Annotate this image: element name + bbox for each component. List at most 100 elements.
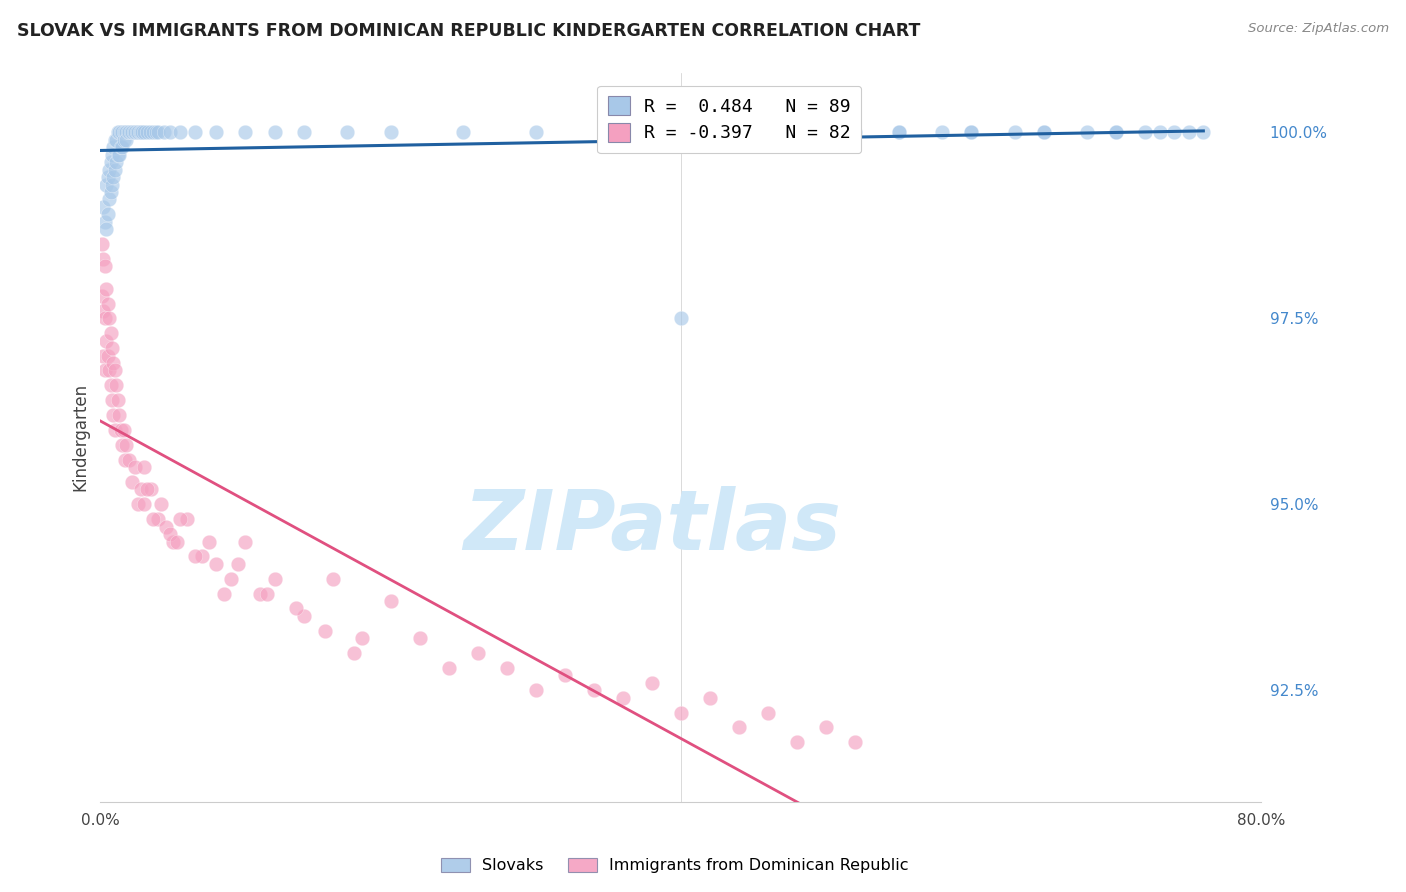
Point: [115, 133, 138, 147]
Point: [495, 661, 517, 675]
Point: [205, 557, 228, 571]
Text: SLOVAK VS IMMIGRANTS FROM DOMINICAN REPUBLIC KINDERGARTEN CORRELATION CHART: SLOVAK VS IMMIGRANTS FROM DOMINICAN REPU…: [17, 22, 921, 40]
Point: [100, 155, 122, 169]
Point: [814, 126, 837, 140]
Point: [159, 527, 181, 541]
Point: [198, 534, 221, 549]
Point: [641, 126, 664, 140]
Point: [97, 349, 120, 363]
Point: [110, 423, 132, 437]
Point: [98, 193, 121, 207]
Point: [183, 126, 205, 140]
Point: [91, 304, 114, 318]
Point: [467, 646, 489, 660]
Point: [112, 133, 135, 147]
Point: [256, 586, 278, 600]
Point: [118, 126, 141, 140]
Point: [105, 155, 128, 169]
Point: [104, 133, 127, 147]
Point: [110, 126, 132, 140]
Point: [699, 126, 721, 140]
Point: [166, 534, 188, 549]
Point: [162, 534, 184, 549]
Point: [1032, 126, 1054, 140]
Point: [263, 572, 285, 586]
Point: [887, 126, 910, 140]
Point: [115, 438, 138, 452]
Point: [108, 148, 131, 162]
Point: [101, 341, 124, 355]
Point: [121, 126, 143, 140]
Point: [669, 706, 692, 720]
Point: [104, 162, 127, 177]
Point: [742, 126, 765, 140]
Point: [437, 661, 460, 675]
Point: [96, 282, 118, 296]
Point: [97, 296, 120, 310]
Point: [212, 586, 235, 600]
Point: [110, 140, 132, 154]
Point: [598, 126, 620, 140]
Point: [105, 133, 128, 147]
Point: [887, 126, 910, 140]
Point: [114, 126, 136, 140]
Point: [235, 534, 257, 549]
Legend: R =  0.484   N = 89, R = -0.397   N = 82: R = 0.484 N = 89, R = -0.397 N = 82: [598, 86, 862, 153]
Point: [91, 252, 114, 266]
Point: [129, 126, 152, 140]
Point: [960, 126, 983, 140]
Point: [108, 408, 131, 422]
Point: [960, 126, 983, 140]
Point: [100, 378, 122, 392]
Point: [451, 126, 474, 140]
Point: [141, 483, 163, 497]
Point: [1135, 126, 1157, 140]
Point: [756, 706, 779, 720]
Point: [129, 483, 152, 497]
Point: [122, 126, 145, 140]
Point: [118, 452, 141, 467]
Point: [93, 363, 115, 377]
Point: [150, 497, 173, 511]
Point: [121, 475, 143, 489]
Point: [125, 126, 148, 140]
Point: [343, 646, 366, 660]
Point: [226, 557, 249, 571]
Point: [124, 126, 146, 140]
Point: [322, 572, 344, 586]
Point: [112, 126, 135, 140]
Point: [96, 178, 118, 192]
Point: [115, 126, 138, 140]
Point: [111, 438, 134, 452]
Point: [169, 512, 191, 526]
Point: [1032, 126, 1054, 140]
Point: [114, 452, 136, 467]
Point: [100, 326, 122, 341]
Point: [814, 126, 837, 140]
Point: [111, 126, 134, 140]
Point: [91, 200, 114, 214]
Point: [263, 126, 285, 140]
Point: [1105, 126, 1128, 140]
Point: [155, 519, 177, 533]
Point: [292, 126, 315, 140]
Point: [101, 178, 124, 192]
Point: [728, 721, 751, 735]
Point: [97, 170, 120, 185]
Point: [159, 126, 181, 140]
Point: [98, 311, 121, 326]
Point: [931, 126, 953, 140]
Point: [127, 497, 149, 511]
Point: [1105, 126, 1128, 140]
Point: [127, 126, 149, 140]
Point: [138, 126, 160, 140]
Point: [292, 608, 315, 623]
Point: [554, 668, 576, 682]
Y-axis label: Kindergarten: Kindergarten: [72, 384, 89, 491]
Point: [1076, 126, 1098, 140]
Point: [101, 393, 124, 408]
Point: [285, 601, 308, 615]
Point: [132, 460, 155, 475]
Text: ZIPatlas: ZIPatlas: [463, 486, 841, 567]
Point: [1178, 126, 1201, 140]
